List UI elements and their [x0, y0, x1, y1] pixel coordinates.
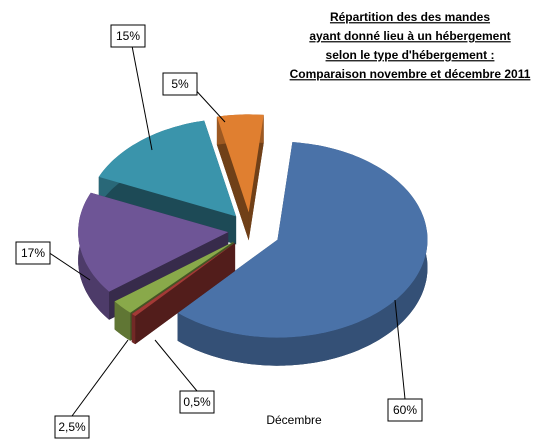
data-label: 0,5% [183, 395, 211, 409]
annotation: Décembre [266, 413, 322, 427]
chart-title: Répartition des des mandes [330, 10, 490, 24]
label-box [162, 72, 198, 96]
slice-side [177, 142, 428, 366]
slice-side [114, 301, 131, 341]
slice [98, 120, 237, 217]
slice [177, 142, 428, 338]
slice-side [248, 114, 264, 241]
slice [114, 241, 234, 313]
chart-title: selon le type d'hébergement : [326, 48, 495, 62]
labels: 60% 0,5% 2,5% 17% 15% 5% [15, 24, 423, 439]
label-box [110, 24, 146, 48]
data-label: 60% [393, 403, 417, 417]
slice [78, 192, 229, 292]
slice-side [131, 242, 236, 342]
leader-line [394, 299, 406, 400]
label-box [15, 241, 51, 265]
slice [131, 242, 236, 317]
chart-title: Comparaison novembre et décembre 2011 [290, 67, 531, 81]
data-label: 5% [171, 77, 189, 91]
label-box [54, 415, 90, 439]
label-box [179, 390, 215, 414]
slice-side [131, 314, 136, 345]
pie [78, 114, 428, 366]
slice [216, 114, 264, 213]
leader-line [154, 339, 198, 392]
leader-line [71, 339, 129, 417]
label-box [387, 398, 423, 422]
data-label: 2,5% [58, 420, 86, 434]
data-label: 17% [21, 246, 45, 260]
slice-side [216, 116, 249, 241]
data-label: 15% [116, 29, 140, 43]
chart-title: ayant donné lieu à un hébergement [309, 29, 510, 43]
